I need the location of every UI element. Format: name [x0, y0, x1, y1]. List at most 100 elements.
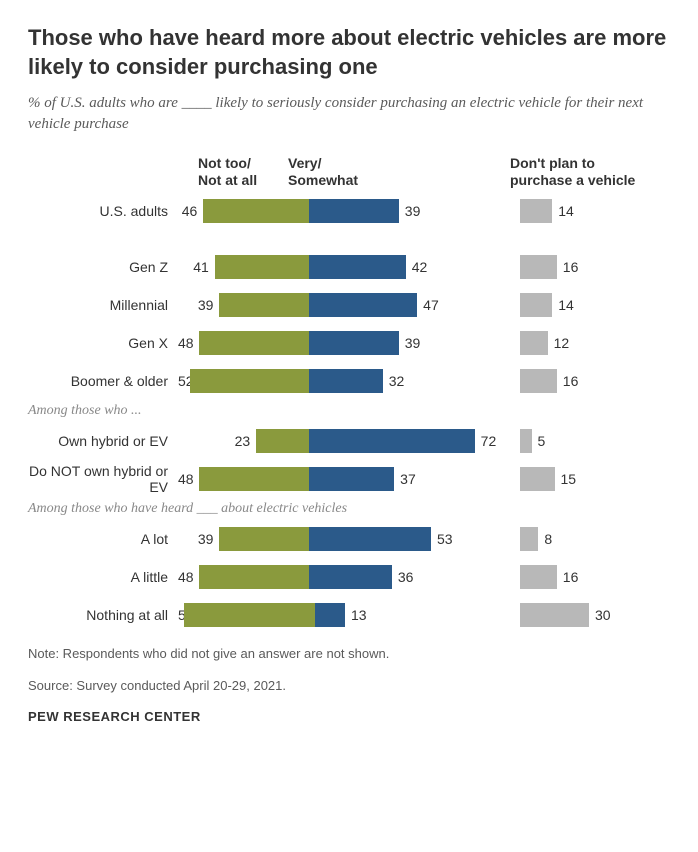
bar-not-too	[203, 199, 309, 223]
chart-body: U.S. adults463914Gen Z414216Millennial39…	[28, 195, 670, 631]
diverging-bar: 46 39	[178, 199, 518, 223]
value-right: 72	[475, 433, 497, 449]
value-right: 53	[431, 531, 453, 547]
value-right: 13	[345, 607, 367, 623]
chart-row: Millennial39 47 14	[28, 289, 670, 321]
bar-no-plan	[520, 527, 538, 551]
chart-row: U.S. adults46 39 14	[28, 195, 670, 227]
bar-no-plan	[520, 429, 532, 453]
no-plan-bar-area: 5	[520, 429, 670, 453]
value-left: 48	[178, 471, 199, 487]
bar-no-plan	[520, 293, 552, 317]
value-right: 42	[406, 259, 428, 275]
chart-row: A little48 36 16	[28, 561, 670, 593]
row-label: Millennial	[28, 297, 178, 313]
bar-not-too	[215, 255, 309, 279]
bar-very-somewhat	[309, 293, 417, 317]
bar-not-too	[199, 565, 309, 589]
value-right: 32	[383, 373, 405, 389]
value-left: 23	[178, 433, 256, 449]
bar-no-plan	[520, 331, 548, 355]
bar-very-somewhat	[315, 603, 345, 627]
diverging-bar: 4142	[178, 255, 518, 279]
row-label: A lot	[28, 531, 178, 547]
value-no-plan: 8	[538, 531, 552, 547]
no-plan-bar-area: 14	[520, 293, 670, 317]
bar-very-somewhat	[309, 331, 399, 355]
value-no-plan: 12	[548, 335, 570, 351]
value-right: 37	[394, 471, 416, 487]
header-no-plan: Don't plan topurchase a vehicle	[510, 155, 670, 189]
chart-row: Nothing at all571330	[28, 599, 670, 631]
chart-row: A lot39 53 8	[28, 523, 670, 555]
diverging-bar: 23 72	[178, 429, 518, 453]
bar-not-too	[219, 527, 309, 551]
bar-no-plan	[520, 565, 557, 589]
chart-source: Source: Survey conducted April 20-29, 20…	[28, 677, 670, 695]
bar-not-too	[184, 603, 315, 627]
row-label: Own hybrid or EV	[28, 433, 178, 449]
chart-note: Note: Respondents who did not give an an…	[28, 645, 670, 663]
row-label: Boomer & older	[28, 373, 178, 389]
row-label: Do NOT own hybrid or EV	[28, 463, 178, 495]
diverging-bar: 5713	[178, 603, 518, 627]
group-header: Among those who have heard ___ about ele…	[28, 501, 670, 517]
value-right: 39	[399, 203, 421, 219]
value-no-plan: 14	[552, 203, 574, 219]
diverging-bar: 39 53	[178, 527, 518, 551]
column-headers: Not too/Not at all Very/Somewhat Don't p…	[28, 155, 670, 189]
value-no-plan: 5	[532, 433, 546, 449]
value-right: 36	[392, 569, 414, 585]
no-plan-bar-area: 16	[520, 565, 670, 589]
chart-row: Gen Z4142 16	[28, 251, 670, 283]
bar-very-somewhat	[309, 369, 383, 393]
bar-very-somewhat	[309, 429, 475, 453]
row-label: Gen X	[28, 335, 178, 351]
row-label: Gen Z	[28, 259, 178, 275]
value-no-plan: 16	[557, 259, 579, 275]
bar-not-too	[256, 429, 309, 453]
value-no-plan: 30	[589, 607, 611, 623]
no-plan-bar-area: 16	[520, 369, 670, 393]
chart-row: Boomer & older52 32 16	[28, 365, 670, 397]
row-label: U.S. adults	[28, 203, 178, 219]
bar-no-plan	[520, 369, 557, 393]
diverging-bar: 48 36	[178, 565, 518, 589]
header-very-somewhat: Very/Somewhat	[288, 155, 408, 189]
bar-very-somewhat	[309, 565, 392, 589]
value-left: 52	[178, 373, 190, 389]
diverging-bar: 48 37	[178, 467, 518, 491]
bar-no-plan	[520, 467, 555, 491]
value-right: 39	[399, 335, 421, 351]
no-plan-bar-area: 30	[520, 603, 670, 627]
value-no-plan: 16	[557, 373, 579, 389]
chart-subtitle: % of U.S. adults who are ____ likely to …	[28, 93, 670, 135]
bar-no-plan	[520, 199, 552, 223]
value-no-plan: 14	[552, 297, 574, 313]
value-no-plan: 15	[555, 471, 577, 487]
bar-very-somewhat	[309, 255, 406, 279]
bar-not-too	[190, 369, 310, 393]
value-left: 48	[178, 569, 199, 585]
group-header: Among those who ...	[28, 403, 670, 419]
bar-no-plan	[520, 255, 557, 279]
chart-row: Gen X48 39 12	[28, 327, 670, 359]
diverging-bar: 48 39	[178, 331, 518, 355]
no-plan-bar-area: 16	[520, 255, 670, 279]
bar-not-too	[199, 467, 309, 491]
value-right: 47	[417, 297, 439, 313]
no-plan-bar-area: 8	[520, 527, 670, 551]
value-left: 48	[178, 335, 199, 351]
row-label: A little	[28, 569, 178, 585]
value-left: 46	[178, 203, 203, 219]
chart-title: Those who have heard more about electric…	[28, 24, 670, 81]
header-not-too: Not too/Not at all	[178, 155, 288, 189]
no-plan-bar-area: 14	[520, 199, 670, 223]
chart-row: Do NOT own hybrid or EV48 37 15	[28, 463, 670, 495]
chart-row: Own hybrid or EV23 72 5	[28, 425, 670, 457]
bar-very-somewhat	[309, 467, 394, 491]
value-left: 39	[178, 297, 219, 313]
bar-not-too	[219, 293, 309, 317]
value-left: 39	[178, 531, 219, 547]
no-plan-bar-area: 15	[520, 467, 670, 491]
